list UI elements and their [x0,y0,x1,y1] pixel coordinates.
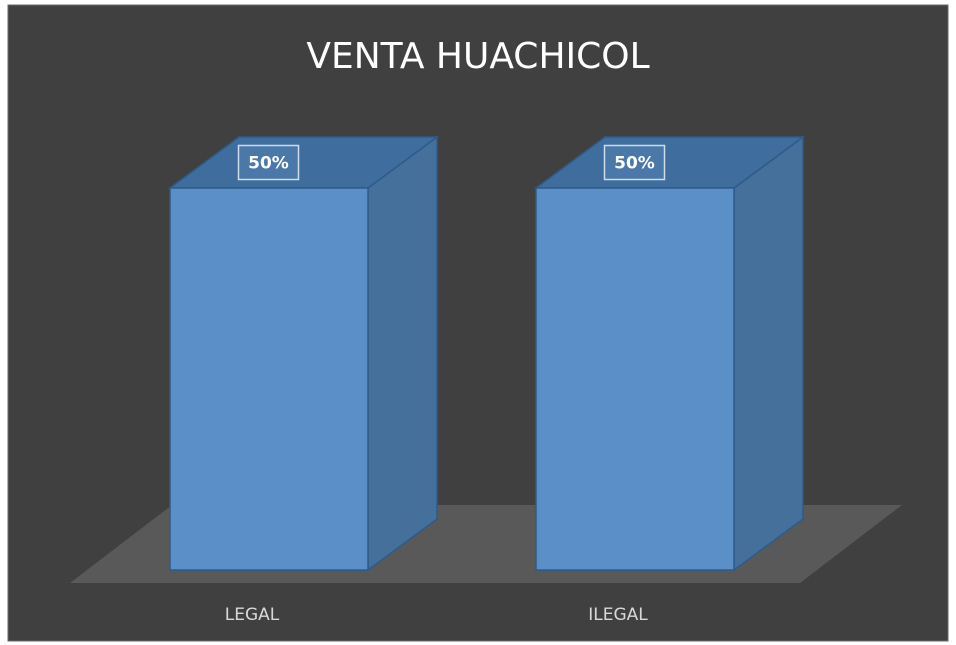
bar-side [733,135,804,572]
bar [535,187,735,571]
data-label: 50% [614,154,655,174]
bar-side [367,135,438,572]
data-label-box [237,144,300,181]
data-label: 50% [248,154,289,174]
bar [169,187,369,571]
chart-title: VENTA HUACHICOL [306,36,649,77]
data-label-box [603,144,666,181]
x-tick-label: ILEGAL [588,605,648,625]
x-tick-label: LEGAL [225,605,280,625]
